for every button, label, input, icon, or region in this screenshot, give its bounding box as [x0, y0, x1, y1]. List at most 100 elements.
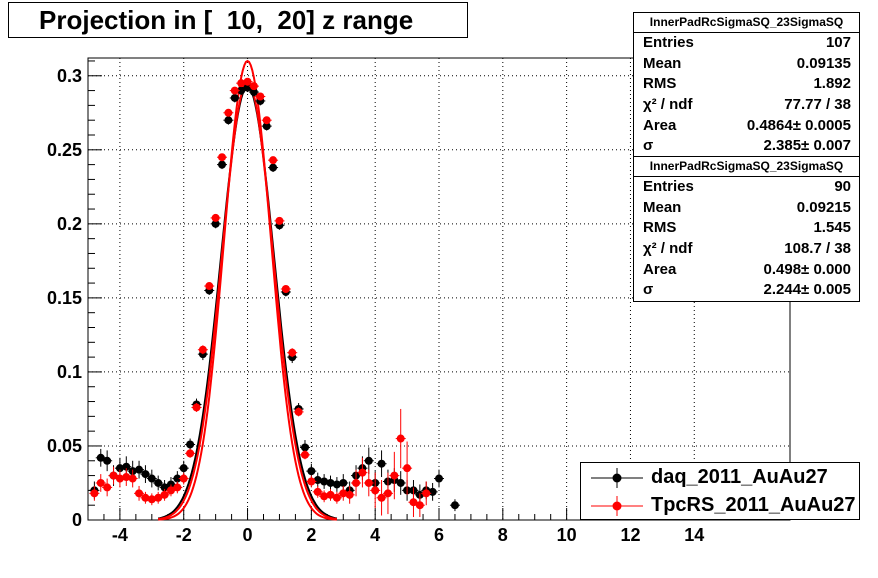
data-point	[409, 498, 418, 507]
stats-label: Area	[643, 260, 677, 278]
data-point	[332, 493, 341, 502]
data-point	[122, 462, 131, 471]
data-point	[396, 434, 405, 443]
data-point	[262, 116, 271, 125]
data-point	[422, 489, 431, 498]
data-point	[160, 490, 169, 499]
stats-value: 1.892	[813, 75, 851, 93]
data-point	[256, 92, 265, 101]
stats-value: 2.244± 0.005	[763, 281, 851, 299]
x-tick-label: 4	[370, 525, 380, 545]
x-tick-label: 6	[434, 525, 444, 545]
data-point	[249, 82, 258, 91]
data-point	[237, 86, 246, 95]
data-point	[230, 86, 239, 95]
stats-label: σ	[643, 137, 654, 155]
data-point	[377, 459, 386, 468]
data-point	[403, 464, 412, 473]
stats-label: RMS	[643, 219, 677, 237]
data-point	[141, 470, 150, 479]
data-point	[313, 487, 322, 496]
y-tick-label: 0.1	[57, 362, 82, 382]
x-tick-label: 8	[498, 525, 508, 545]
data-point	[90, 489, 99, 498]
data-point	[390, 471, 399, 480]
data-point	[415, 501, 424, 510]
stats-label: χ² / ndf	[643, 96, 693, 114]
stats-row: RMS 1.545	[634, 218, 859, 239]
stats-value: 2.385± 0.007	[763, 137, 851, 155]
data-point	[141, 493, 150, 502]
data-point	[218, 160, 227, 169]
data-point	[115, 474, 124, 483]
data-point	[147, 474, 156, 483]
stats-label: Mean	[643, 54, 682, 72]
stats-row: σ 2.244± 0.005	[634, 280, 859, 301]
data-point	[326, 490, 335, 499]
data-point	[186, 440, 195, 449]
stats-row: χ² / ndf 77.77 / 38	[634, 95, 859, 116]
stats-row: Area 0.498± 0.000	[634, 260, 859, 281]
stats-label: Entries	[643, 34, 694, 51]
data-point	[269, 156, 278, 165]
y-tick-label: 0.3	[57, 66, 82, 86]
legend-entry-daq: daq_2011_AuAu27	[581, 464, 859, 492]
x-tick-label: 10	[557, 525, 577, 545]
stats-label: χ² / ndf	[643, 240, 693, 258]
x-tick-label: 14	[684, 525, 704, 545]
data-point	[300, 443, 309, 452]
stats-value: 108.7 / 38	[784, 240, 851, 258]
data-point	[230, 93, 239, 102]
data-point	[345, 490, 354, 499]
data-point	[281, 285, 290, 293]
data-point	[154, 478, 163, 487]
stats-label: σ	[643, 281, 654, 299]
data-point	[269, 163, 278, 172]
data-point	[339, 489, 348, 498]
legend-label: daq_2011_AuAu27	[651, 466, 828, 488]
stats-label: RMS	[643, 75, 677, 93]
x-tick-label: 2	[306, 525, 316, 545]
data-point	[173, 474, 182, 483]
stats-value: 107	[825, 34, 851, 51]
data-point	[135, 489, 144, 498]
data-point	[364, 456, 373, 465]
stats-value: 0.09215	[796, 198, 851, 216]
data-point	[109, 471, 118, 480]
data-point	[224, 116, 233, 125]
data-point	[179, 464, 188, 473]
data-point	[326, 478, 335, 487]
data-point	[147, 495, 156, 504]
legend-label: TpcRS_2011_AuAu27	[651, 494, 856, 516]
stats-row: σ 2.385± 0.007	[634, 136, 859, 157]
stats-value: 0.09135	[796, 54, 851, 72]
data-point	[218, 153, 227, 162]
data-point	[211, 219, 220, 228]
data-point	[179, 474, 188, 483]
data-point	[160, 483, 169, 492]
data-point	[428, 487, 437, 496]
data-point	[262, 122, 271, 131]
stats-value: 90	[834, 178, 851, 195]
stats-row: χ² / ndf 108.7 / 38	[634, 239, 859, 260]
data-point	[364, 478, 373, 487]
data-point	[339, 478, 348, 487]
data-point	[115, 464, 124, 473]
fit-curve	[158, 80, 338, 520]
data-point	[275, 216, 284, 225]
stats-row: Entries 90	[634, 177, 859, 198]
data-point	[135, 465, 144, 474]
stats-value: 0.4864± 0.0005	[746, 116, 851, 134]
data-point	[377, 493, 386, 502]
stats-box-daq: InnerPadRcSigmaSQ_23SigmaSQ Entries 107 M…	[633, 12, 860, 159]
y-tick-label: 0.2	[57, 214, 82, 234]
data-point	[383, 489, 392, 498]
data-point	[122, 473, 131, 482]
data-point	[96, 453, 105, 462]
data-point	[128, 474, 137, 483]
data-point	[435, 474, 443, 483]
data-point	[352, 478, 361, 487]
data-point	[224, 108, 233, 117]
data-point	[96, 478, 105, 487]
